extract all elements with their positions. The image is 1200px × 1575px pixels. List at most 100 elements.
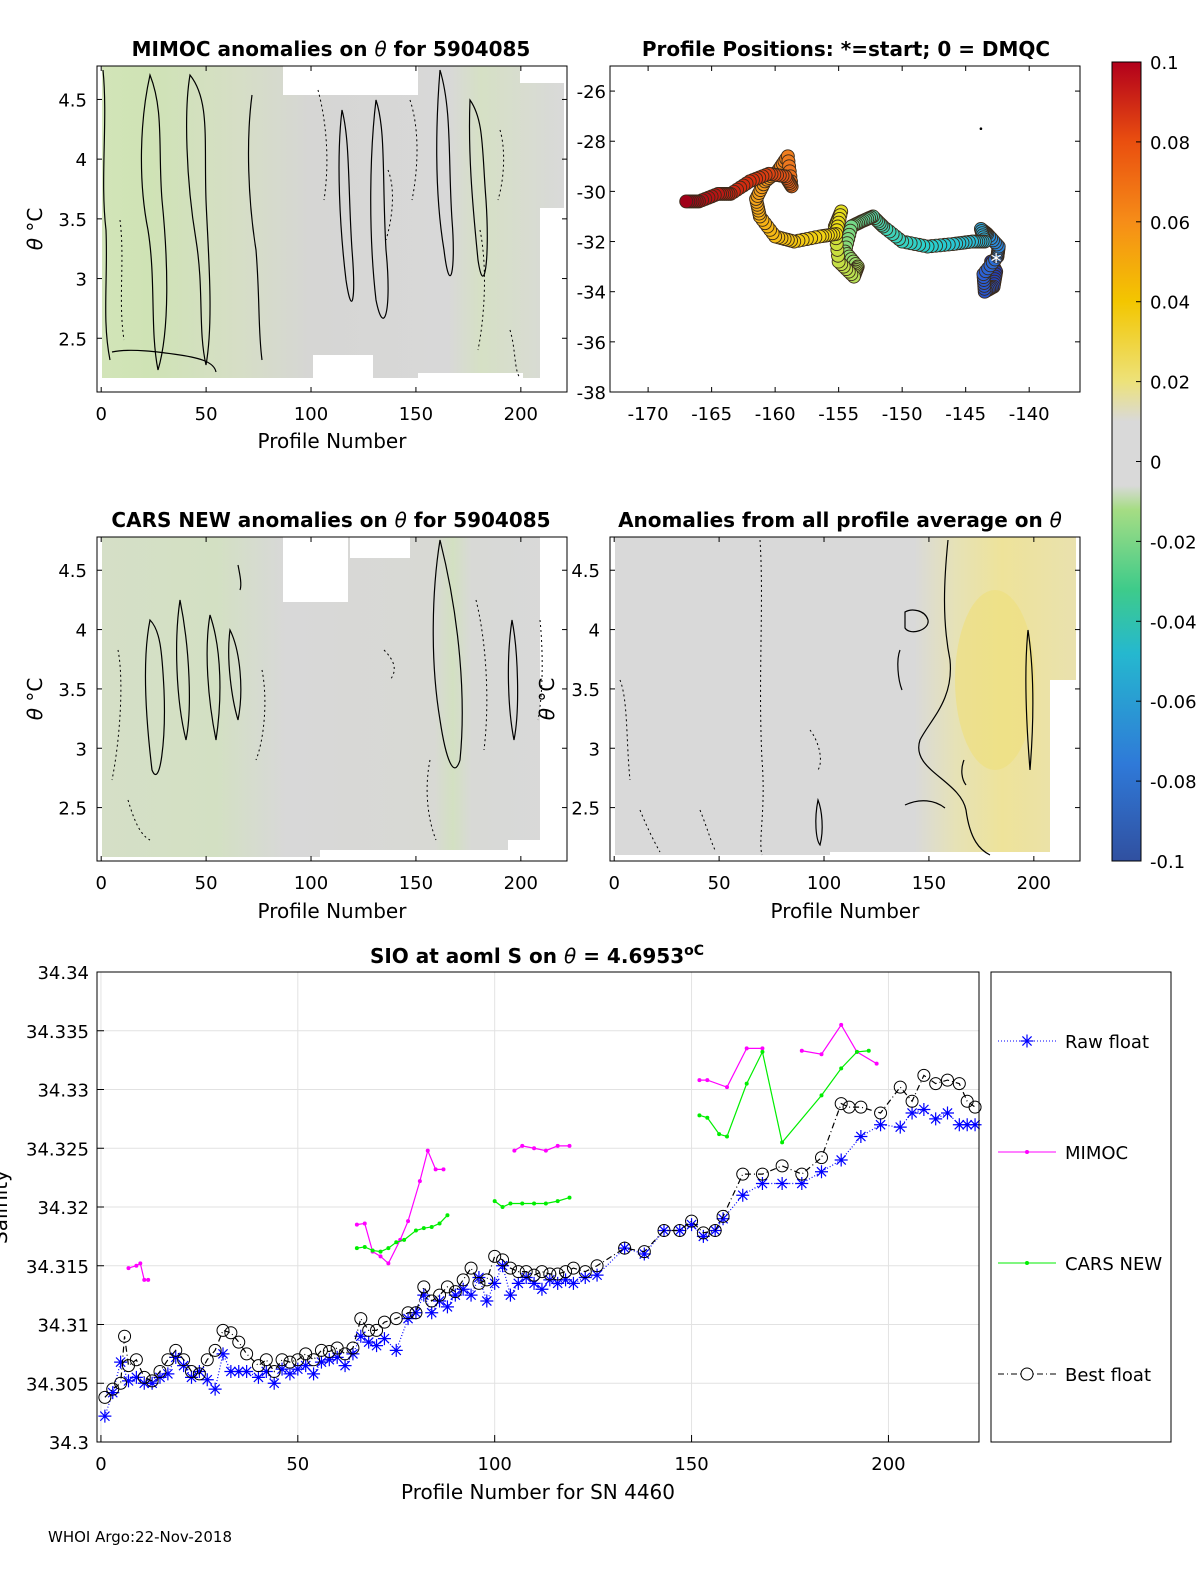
- y-tick-label: 3: [76, 270, 87, 291]
- cars-title: CARS NEW anomalies on θ for 5904085: [111, 508, 550, 532]
- y-tick-label: -34: [577, 283, 606, 304]
- raw-float-point: [527, 1276, 541, 1290]
- y-tick-label: 3.5: [58, 680, 87, 701]
- mimoc-point: [555, 1143, 560, 1148]
- raw-float-point: [409, 1306, 423, 1320]
- y-tick-label: 4.5: [58, 561, 87, 582]
- colorbar-ticks: 0.1 0.08 0.06 0.04 0.02 0 -0.02 -0.04 -0.06 -0.08…: [1136, 53, 1197, 873]
- x-tick-label: 150: [399, 404, 433, 425]
- best-float-point: [551, 1267, 565, 1281]
- best-float-point: [488, 1249, 502, 1263]
- legend-box: [990, 971, 1172, 1443]
- x-tick-label: 0: [608, 873, 619, 894]
- raw-float-point: [503, 1288, 517, 1302]
- raw-float-point: [637, 1247, 651, 1261]
- mimoc-point: [697, 1078, 702, 1083]
- best-float-point: [673, 1224, 687, 1237]
- best-float-point: [708, 1224, 722, 1237]
- mimoc-point: [512, 1148, 517, 1153]
- mimoc-point: [819, 1052, 824, 1057]
- cars-dotted-contours: [111, 599, 543, 841]
- y-tick-label: 3.5: [58, 210, 87, 231]
- mimoc-point: [744, 1046, 749, 1051]
- cars-new-point: [429, 1224, 434, 1229]
- best-float-point: [657, 1224, 671, 1237]
- best-float-point: [795, 1167, 809, 1181]
- best-float-point: [905, 1094, 919, 1108]
- mimoc-contours: [102, 69, 488, 373]
- raw-float-point: [535, 1282, 549, 1296]
- cars-new-point: [445, 1213, 450, 1218]
- mimoc-point: [425, 1148, 430, 1153]
- colorbar-tick-label: -0.08: [1150, 772, 1197, 793]
- y-tick-label: -38: [577, 383, 606, 404]
- legend-items: Raw float MIMOC CARS NEW Best float: [998, 1032, 1162, 1386]
- best-float-point: [307, 1353, 321, 1367]
- average-dotted-contours: [619, 539, 821, 856]
- best-float-point: [941, 1073, 954, 1087]
- raw-float-point: [200, 1373, 214, 1387]
- raw-float-point: [905, 1106, 919, 1120]
- raw-float-point: [673, 1224, 687, 1237]
- legend-item: Best float: [998, 1365, 1151, 1386]
- raw-float-point: [566, 1276, 580, 1290]
- stray-position-point: [979, 127, 983, 130]
- legend-swatch-marker: [1025, 1150, 1029, 1154]
- x-tick-label: 200: [1017, 873, 1051, 894]
- best-float-point: [267, 1365, 281, 1378]
- raw-float-point: [440, 1300, 454, 1314]
- best-float-point: [637, 1245, 651, 1259]
- mimoc-ylabel: θ °C: [23, 208, 47, 251]
- raw-float-point: [354, 1329, 368, 1343]
- best-float-point: [917, 1068, 931, 1082]
- cars-new-point: [421, 1226, 426, 1231]
- best-float-point: [496, 1253, 510, 1267]
- best-float-point: [503, 1261, 517, 1275]
- mimoc-point: [799, 1048, 804, 1053]
- best-float-point: [448, 1285, 462, 1299]
- legend-item: Raw float: [998, 1032, 1149, 1053]
- mimoc-point: [138, 1261, 143, 1266]
- x-tick-label: -150: [882, 404, 923, 425]
- x-tick-label: 150: [912, 873, 946, 894]
- best-float-point: [685, 1214, 699, 1228]
- mimoc-panel: MIMOC anomalies on θ for 5904085: [23, 37, 568, 453]
- y-tick-label: 2.5: [571, 799, 600, 820]
- cars-ylabel: θ °C: [23, 678, 47, 721]
- legend-swatch-marker: [1020, 1367, 1034, 1381]
- best-float-point: [275, 1353, 289, 1367]
- best-float-point: [618, 1241, 632, 1255]
- cars-new-point: [705, 1115, 710, 1120]
- best-float-point: [480, 1273, 494, 1287]
- x-tick-label: 100: [478, 1454, 512, 1475]
- y-tick-label: 34.31: [37, 1316, 89, 1337]
- legend-label: CARS NEW: [1065, 1254, 1162, 1275]
- y-tick-label: 34.305: [26, 1374, 89, 1395]
- best-float-point: [259, 1353, 273, 1367]
- raw-float-point: [755, 1177, 769, 1190]
- cars-new-point: [362, 1244, 367, 1249]
- y-tick-label: 4: [76, 150, 87, 171]
- best-float-point: [118, 1329, 132, 1343]
- best-float-line: [104, 1074, 976, 1398]
- legend-label: Raw float: [1065, 1032, 1149, 1053]
- raw-float-point: [917, 1102, 931, 1116]
- best-float-point: [952, 1077, 966, 1091]
- raw-float-point: [389, 1343, 403, 1357]
- mimoc-point: [433, 1167, 438, 1172]
- mimoc-point: [406, 1219, 411, 1224]
- mimoc-point: [441, 1167, 446, 1172]
- cars-new-point: [866, 1048, 871, 1053]
- best-float-point: [389, 1312, 403, 1326]
- legend-swatch-marker: [1025, 1261, 1029, 1265]
- best-float-point: [968, 1100, 982, 1114]
- cars-new-point: [378, 1249, 383, 1254]
- raw-float-point: [114, 1355, 128, 1369]
- raw-float-point: [685, 1218, 699, 1232]
- average-warm-core: [955, 590, 1035, 770]
- best-float-point: [169, 1343, 183, 1357]
- mimoc-point: [134, 1263, 139, 1268]
- best-float-point: [224, 1326, 238, 1340]
- positions-x-ticks: -170 -165 -160 -155 -150 -145 -140: [628, 66, 1050, 425]
- raw-float-point: [322, 1353, 336, 1367]
